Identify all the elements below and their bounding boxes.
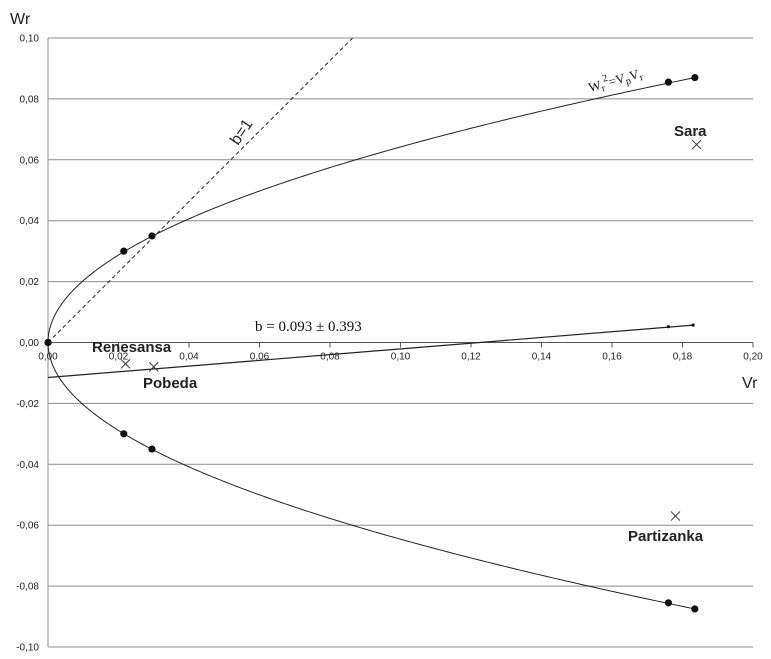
parabola-label-part: p (625, 76, 633, 88)
x-tick-label: 0,14 (532, 352, 552, 363)
parabola-lower-curve (47, 342, 695, 610)
regression-marker (666, 325, 671, 329)
data-point-cross (148, 362, 159, 372)
parabola-upper-curve (47, 77, 695, 343)
data-point-label: Sara (674, 123, 707, 140)
data-point (691, 139, 702, 150)
labels: b=1 b = 0.093 ± 0.393 Renesansa Pobeda Sara P… (92, 63, 707, 545)
y-tick-label: 0,02 (20, 277, 40, 288)
data-point-label: Pobeda (143, 375, 198, 392)
y-tick-label: -0,06 (16, 521, 39, 532)
parabola-label: Wr2=VpVr (586, 63, 645, 98)
data-point-cross (691, 139, 702, 150)
parabola-lower-marker (120, 430, 128, 438)
parabola-upper-marker (691, 73, 699, 82)
parabola-label-part: W (587, 77, 604, 95)
series (44, 37, 702, 613)
data-point (148, 362, 159, 372)
parabola-label-part: 2 (601, 73, 609, 85)
x-tick-label: 0,18 (673, 352, 693, 363)
x-tick-label: 0,02 (109, 352, 129, 363)
axes: 0,10 0,08 0,06 0,04 0,02 0,00 -0,02 -0,04 -0,06 -… (10, 11, 763, 654)
parabola-lower-marker (664, 599, 673, 607)
y-tick-label: -0,10 (16, 643, 39, 654)
y-axis-title: Wr (10, 11, 31, 28)
reference-line-b1 (47, 37, 353, 343)
parabola-upper-marker (664, 78, 673, 86)
x-tick-label: 0,06 (250, 352, 270, 363)
data-point-label: Partizanka (628, 528, 704, 545)
x-tick-label: 0,16 (602, 352, 622, 363)
x-tick-label: 0,20 (743, 352, 763, 363)
parabola-label-part: r (638, 72, 645, 84)
y-tick-label: 0,00 (20, 338, 40, 349)
x-tick-label: 0,04 (179, 352, 199, 363)
x-tick-label: 0,08 (320, 352, 340, 363)
data-point-cross (670, 511, 681, 521)
y-tick-label: 0,10 (20, 34, 40, 45)
y-tick-label: -0,02 (16, 399, 39, 410)
parabola-label-part: =V (607, 70, 628, 89)
x-tick-label: 0,00 (38, 352, 58, 363)
x-tick-label: 0,10 (391, 352, 411, 363)
y-tick-label: -0,04 (16, 460, 39, 471)
data-point (670, 511, 681, 521)
parabola-upper-marker (120, 247, 128, 255)
y-tick-label: -0,08 (16, 582, 39, 593)
parabola-lower-marker (691, 605, 699, 613)
b1-label: b=1 (227, 116, 256, 148)
data-point-label: Renesansa (92, 339, 172, 356)
x-axis-title: Vr (742, 375, 758, 392)
y-tick-label: 0,08 (20, 94, 40, 105)
parabola-lower-marker (44, 338, 52, 347)
parabola-upper-marker (148, 232, 156, 240)
regression-label: b = 0.093 ± 0.393 (255, 319, 362, 335)
parabola-label-part: r (600, 83, 607, 95)
y-tick-label: 0,06 (20, 155, 40, 166)
parabola-lower-marker (148, 445, 156, 453)
y-tick-label: 0,04 (20, 216, 40, 227)
x-tick-label: 0,12 (461, 352, 481, 363)
data-point-cross (120, 358, 131, 369)
regression-marker (691, 323, 695, 327)
data-point (120, 358, 131, 369)
